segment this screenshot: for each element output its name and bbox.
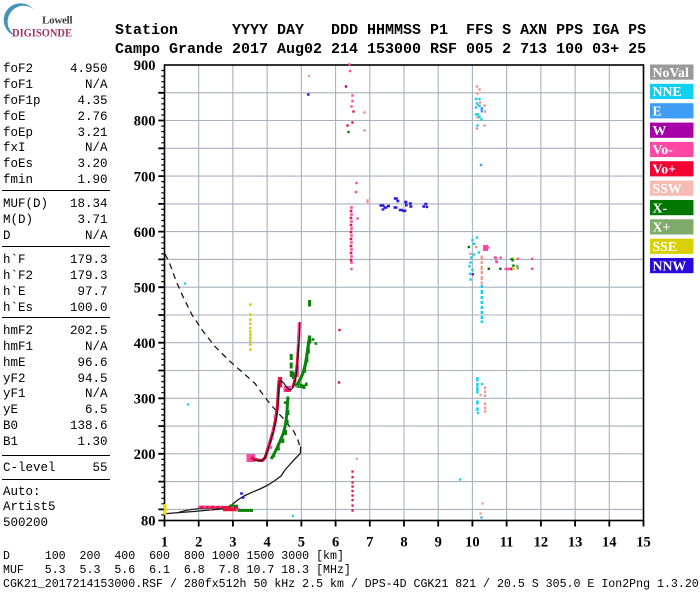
svg-text:9: 9 <box>435 535 442 551</box>
svg-text:X-: X- <box>653 200 668 215</box>
svg-text:800: 800 <box>134 114 156 130</box>
svg-text:2: 2 <box>195 535 202 551</box>
svg-text:Vo+: Vo+ <box>653 162 677 177</box>
svg-text:14: 14 <box>602 535 617 551</box>
svg-text:4: 4 <box>263 535 270 551</box>
svg-text:900: 900 <box>134 58 156 74</box>
svg-text:NNW: NNW <box>653 258 687 273</box>
svg-text:5: 5 <box>298 535 305 551</box>
svg-text:80: 80 <box>141 514 156 530</box>
svg-text:8: 8 <box>400 535 407 551</box>
svg-text:DIGISONDE: DIGISONDE <box>12 27 72 39</box>
svg-text:13: 13 <box>568 535 583 551</box>
svg-text:600: 600 <box>134 225 156 241</box>
svg-text:11: 11 <box>500 535 514 551</box>
svg-text:SSE: SSE <box>653 239 678 254</box>
svg-text:1: 1 <box>161 535 168 551</box>
svg-text:700: 700 <box>134 169 156 185</box>
svg-text:3: 3 <box>229 535 236 551</box>
svg-text:W: W <box>653 123 667 138</box>
svg-text:400: 400 <box>134 336 156 352</box>
svg-text:NoVal: NoVal <box>653 65 689 80</box>
svg-text:NNE: NNE <box>653 84 682 99</box>
svg-text:Vo-: Vo- <box>653 142 674 157</box>
svg-text:15: 15 <box>636 535 651 551</box>
svg-text:E: E <box>653 104 662 119</box>
svg-text:500: 500 <box>134 280 156 296</box>
svg-text:Lowell: Lowell <box>42 15 73 27</box>
svg-text:7: 7 <box>366 535 373 551</box>
svg-text:X+: X+ <box>653 220 671 235</box>
svg-text:10: 10 <box>465 535 480 551</box>
svg-text:SSW: SSW <box>653 181 682 196</box>
svg-text:12: 12 <box>534 535 549 551</box>
svg-text:300: 300 <box>134 392 156 408</box>
svg-text:200: 200 <box>134 447 156 463</box>
svg-text:6: 6 <box>332 535 339 551</box>
